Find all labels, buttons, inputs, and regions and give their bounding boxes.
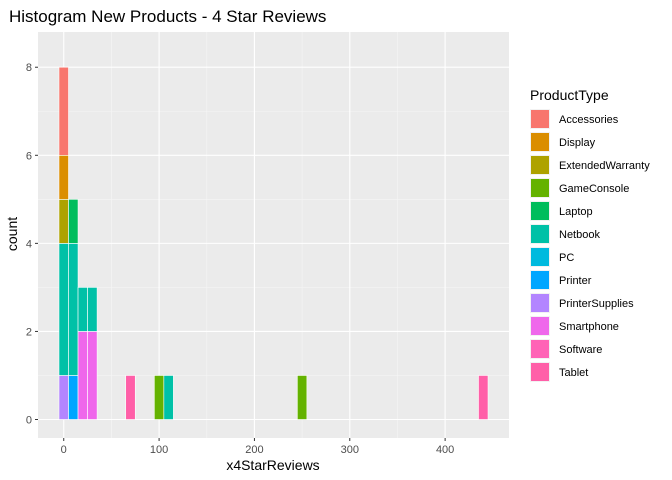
legend-swatch [531,294,549,312]
y-axis-title: count [4,217,20,251]
bar-segment [77,287,88,332]
legend-swatch [531,363,549,381]
legend-items: Accessories Display ExtendedWarranty GameCo… [530,109,650,382]
x-tick-label: 300 [341,444,359,456]
bar-segment [68,375,79,420]
bar-segment [125,375,136,420]
bar-segment [478,375,489,420]
y-tick-label: 0 [26,415,32,427]
bar-segment [87,287,98,332]
y-tick-label: 6 [26,150,32,162]
legend-label: Netbook [559,229,600,241]
legend-swatch [531,317,549,335]
grid-major [38,32,509,438]
bar-segment [68,243,79,376]
legend-title: ProductType [530,87,609,103]
legend-swatch [531,340,549,358]
plot-panel [38,32,509,438]
bar-segment [58,375,69,420]
x-axis: 0 100 200 300 400 [61,438,454,456]
legend-swatch [531,225,549,243]
x-tick-label: 0 [61,444,67,456]
legend-label: Accessories [559,114,619,126]
y-tick-label: 8 [26,62,32,74]
x-tick-label: 100 [150,444,168,456]
y-tick-label: 4 [26,238,32,250]
legend-swatch [531,271,549,289]
chart-title: Histogram New Products - 4 Star Reviews [9,7,326,26]
y-tick-label: 2 [26,326,32,338]
bars [58,66,489,420]
bar-segment [58,66,69,156]
legend-label: ExtendedWarranty [559,160,650,172]
x-axis-title: x4StarReviews [226,457,319,473]
bar-segment [297,375,308,420]
legend-swatch [531,156,549,174]
legend-label: Software [559,344,602,356]
legend-label: Printer [559,275,592,287]
legend-label: GameConsole [559,183,629,195]
legend-label: Smartphone [559,321,619,333]
legend: ProductType Accessories Display ExtendedWa… [530,87,650,382]
bar-segment [87,331,98,420]
x-tick-label: 200 [245,444,263,456]
bar-segment [77,331,88,420]
y-axis: 0 2 4 6 8 [26,62,38,427]
legend-label: Tablet [559,367,588,379]
bar-segment [58,154,69,200]
legend-label: Laptop [559,206,593,218]
grid-minor [38,32,509,438]
bar-segment [68,199,79,244]
bar-segment [154,375,165,420]
legend-label: PC [559,252,574,264]
legend-swatch [531,179,549,197]
legend-swatch [531,110,549,128]
legend-label: Display [559,137,596,149]
legend-swatch [531,248,549,266]
x-tick-label: 400 [436,444,454,456]
legend-swatch [531,133,549,151]
bar-segment [163,375,174,420]
legend-label: PrinterSupplies [559,298,634,310]
bar-segment [58,243,69,376]
legend-swatch [531,202,549,220]
bar-segment [58,199,69,244]
